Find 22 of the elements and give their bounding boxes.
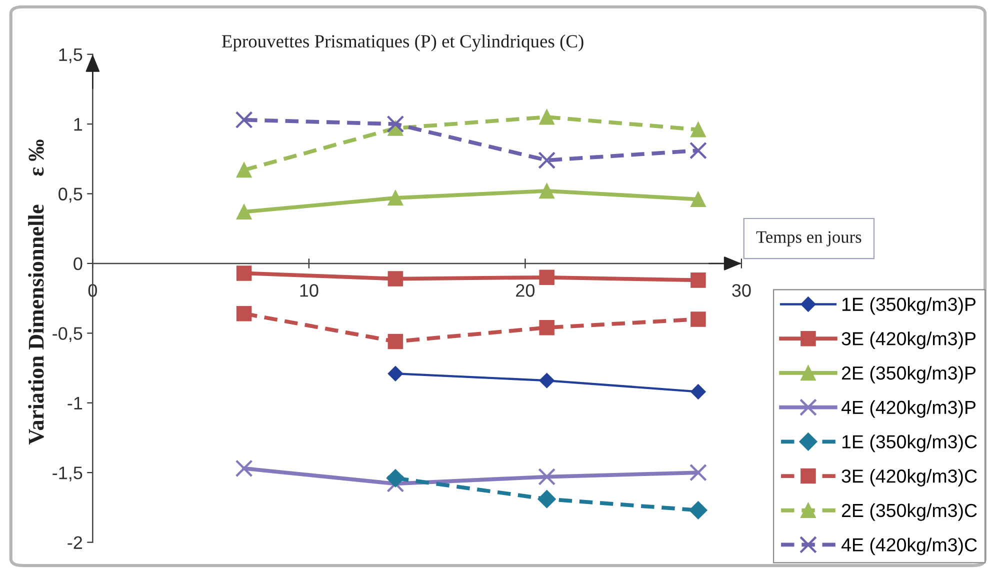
y-tick-label: -1 — [68, 396, 82, 410]
x-tick-label: 20 — [516, 284, 535, 297]
x-axis-title: Temps en jours — [756, 231, 862, 246]
y-tick-label: -2 — [68, 536, 82, 549]
legend-label: 3E (420kg/m3)C — [842, 469, 977, 486]
legend-label: 4E (420kg/m3)P — [841, 400, 976, 418]
chart-title: Eprouvettes Prismatiques (P) et Cylindriques (C) — [222, 34, 584, 52]
x-tick-label: 10 — [300, 284, 318, 297]
legend-label: 3E (420kg/m3)P — [842, 332, 976, 350]
y-tick-label: -1,5 — [52, 466, 82, 482]
legend-label: 2E (350kg/m3)C — [842, 503, 977, 521]
y-tick-label: 1,5 — [59, 48, 82, 64]
legend-label: 2E (350kg/m3)P — [842, 366, 976, 384]
y-tick-label: 1 — [74, 118, 82, 131]
y-tick-label: -0,5 — [52, 327, 82, 342]
legend-label: 1E (350kg/m3)C — [842, 434, 977, 452]
y-axis-title: Variation Dimensionnelle ε ‰ — [28, 140, 44, 445]
x-tick-label: 30 — [732, 284, 751, 297]
legend-label: 1E (350kg/m3)P — [842, 297, 976, 315]
y-tick-label: 0 — [74, 257, 82, 270]
legend-label: 4E (420kg/m3)C — [841, 538, 977, 556]
y-tick-label: 0,5 — [58, 188, 82, 203]
